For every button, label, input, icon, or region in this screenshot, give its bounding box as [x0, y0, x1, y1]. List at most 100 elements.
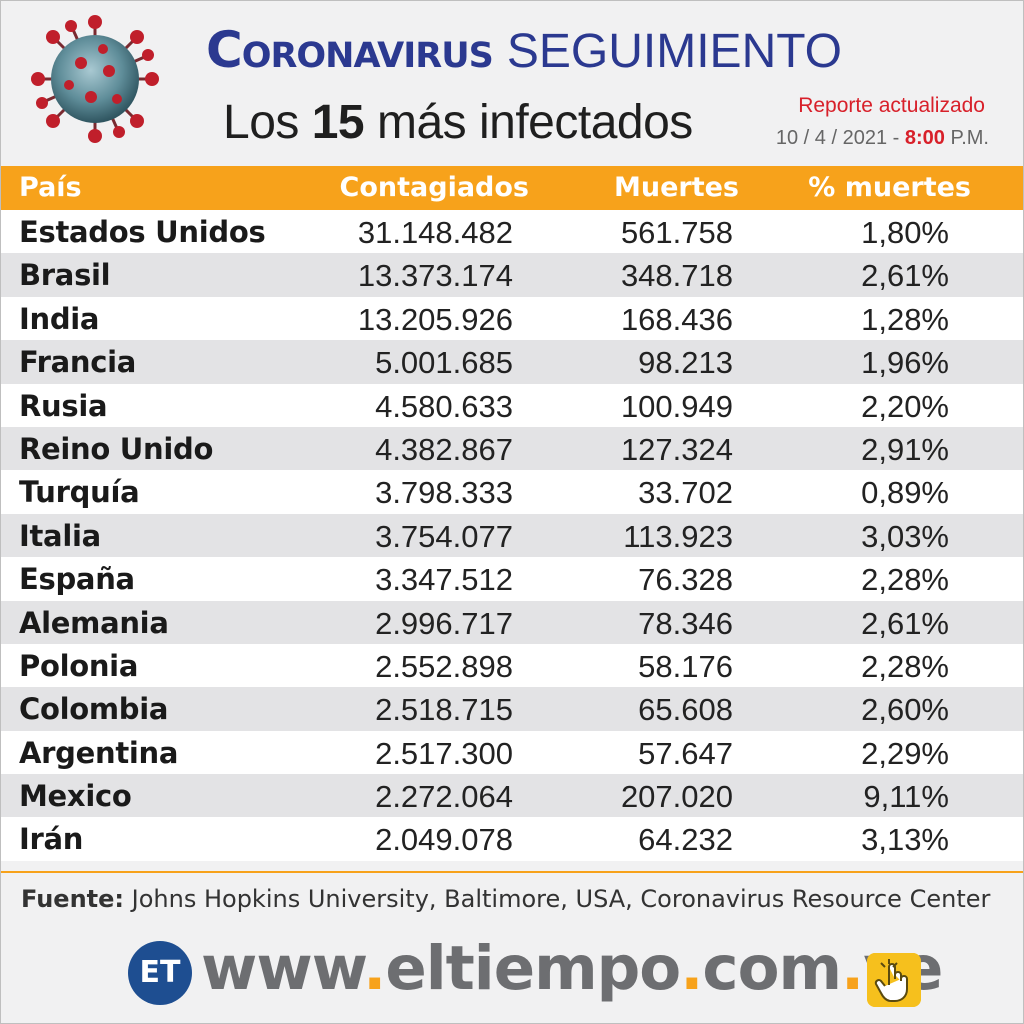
table-row: Irán 2.049.078 64.232 3,13% — [1, 817, 1023, 861]
row-cases: 2.049.078 — [375, 822, 513, 858]
row-deaths: 561.758 — [620, 215, 733, 250]
report-period: P.M. — [950, 127, 989, 149]
row-deaths: 113.923 — [623, 518, 733, 554]
table-header: País Contagiados Muertes % muertes — [1, 166, 1023, 210]
row-deaths: 65.608 — [638, 692, 733, 728]
title: Coronavirus SEGUIMIENTO — [206, 21, 842, 91]
row-cases: 2.996.717 — [375, 605, 513, 641]
row-deaths: 127.324 — [620, 431, 733, 467]
row-country: Irán — [19, 822, 84, 857]
row-cases: 3.754.077 — [375, 518, 513, 554]
table-row: Brasil 13.373.174 348.718 2,61% — [1, 253, 1023, 297]
row-cases: 5.001.685 — [375, 345, 513, 381]
header-deaths: Muertes — [613, 172, 739, 203]
row-country: Estados Unidos — [19, 215, 266, 249]
title-sub: SEGUIMIENTO — [506, 25, 843, 78]
table-row: Francia 5.001.685 98.213 1,96% — [1, 340, 1023, 384]
row-pct: 2,60% — [861, 692, 949, 728]
row-pct: 2,28% — [861, 648, 949, 684]
row-cases: 2.518.715 — [375, 692, 513, 728]
row-country: España — [19, 562, 135, 597]
row-country: India — [19, 301, 100, 336]
website-url[interactable]: www.eltiempo.com.ve — [201, 933, 943, 1004]
row-deaths: 100.949 — [620, 388, 733, 424]
report-date-value: 10 / 4 / 2021 - — [775, 127, 900, 149]
row-cases: 13.205.926 — [357, 301, 513, 337]
table-row: Mexico 2.272.064 207.020 9,11% — [1, 774, 1023, 818]
hand-click-icon — [867, 953, 921, 1007]
header-cases: Contagiados — [339, 172, 529, 203]
row-pct: 2,61% — [861, 605, 949, 641]
table-row: Argentina 2.517.300 57.647 2,29% — [1, 730, 1023, 775]
row-deaths: 78.346 — [638, 605, 733, 641]
report-time: 8:00 — [904, 127, 945, 149]
row-deaths: 57.647 — [638, 735, 733, 771]
row-cases: 2.517.300 — [375, 735, 513, 771]
source-note: Fuente: Johns Hopkins University, Baltim… — [21, 885, 990, 913]
row-pct: 2,28% — [861, 562, 949, 598]
url-dot: . — [841, 933, 864, 1004]
table-row: Polonia 2.552.898 58.176 2,28% — [1, 643, 1023, 688]
table-row: Reino Unido 4.382.867 127.324 2,91% — [1, 426, 1023, 471]
row-pct: 3,03% — [861, 518, 949, 554]
title-main: Coronavirus — [206, 21, 494, 79]
row-cases: 3.347.512 — [375, 562, 513, 598]
table-row: Italia 3.754.077 113.923 3,03% — [1, 513, 1023, 558]
row-country: Rusia — [19, 388, 108, 423]
virus-icon — [31, 15, 159, 143]
table-row: Turquía 3.798.333 33.702 0,89% — [1, 470, 1023, 514]
row-cases: 2.272.064 — [375, 779, 513, 815]
row-pct: 0,89% — [861, 475, 949, 511]
table-row: Colombia 2.518.715 65.608 2,60% — [1, 687, 1023, 731]
et-logo-text: ET — [139, 955, 181, 990]
row-country: Italia — [19, 518, 101, 553]
row-cases: 3.798.333 — [375, 475, 513, 511]
row-country: Mexico — [19, 779, 132, 814]
header-country: País — [19, 172, 82, 203]
row-deaths: 33.702 — [638, 475, 733, 511]
header-pct: % muertes — [808, 172, 971, 203]
table-body: Estados Unidos 31.148.482 561.758 1,80% Bras… — [1, 210, 1023, 861]
data-table: País Contagiados Muertes % muertes Estad… — [1, 166, 1023, 861]
row-pct: 9,11% — [863, 779, 949, 815]
url-part: eltiempo — [385, 933, 681, 1004]
row-pct: 2,61% — [861, 258, 949, 294]
source-label: Fuente: — [21, 885, 124, 913]
row-country: Reino Unido — [19, 431, 214, 466]
row-deaths: 207.020 — [620, 779, 733, 815]
divider — [1, 871, 1023, 873]
row-country: Turquía — [19, 475, 140, 510]
row-pct: 2,20% — [861, 388, 949, 424]
row-pct: 1,28% — [861, 301, 949, 337]
row-country: Alemania — [19, 605, 169, 640]
table-row: España 3.347.512 76.328 2,28% — [1, 557, 1023, 601]
subtitle-suffix: más infectados — [376, 96, 693, 149]
row-pct: 2,29% — [861, 735, 949, 771]
row-country: Argentina — [19, 735, 179, 770]
subtitle: Los 15 más infectados — [223, 95, 693, 150]
row-deaths: 348.718 — [620, 258, 733, 294]
row-pct: 1,96% — [861, 345, 949, 381]
row-cases: 4.382.867 — [375, 431, 513, 467]
row-pct: 2,91% — [861, 431, 949, 467]
row-deaths: 168.436 — [620, 301, 733, 337]
row-country: Brasil — [19, 258, 111, 293]
row-country: Colombia — [19, 692, 169, 727]
table-row: Alemania 2.996.717 78.346 2,61% — [1, 600, 1023, 644]
row-deaths: 64.232 — [638, 822, 733, 858]
url-dot: . — [363, 933, 386, 1004]
url-dot: . — [680, 933, 703, 1004]
row-country: Polonia — [19, 648, 139, 683]
row-cases: 13.373.174 — [357, 258, 513, 294]
row-pct: 1,80% — [861, 215, 949, 250]
row-country: Francia — [19, 345, 137, 380]
source-text: Johns Hopkins University, Baltimore, USA… — [131, 885, 991, 913]
row-deaths: 76.328 — [638, 562, 733, 598]
table-row: India 13.205.926 168.436 1,28% — [1, 296, 1023, 341]
row-cases: 2.552.898 — [375, 648, 513, 684]
row-pct: 3,13% — [861, 822, 949, 858]
table-row: Rusia 4.580.633 100.949 2,20% — [1, 383, 1023, 427]
url-part: com — [702, 933, 842, 1004]
row-cases: 31.148.482 — [357, 215, 513, 250]
